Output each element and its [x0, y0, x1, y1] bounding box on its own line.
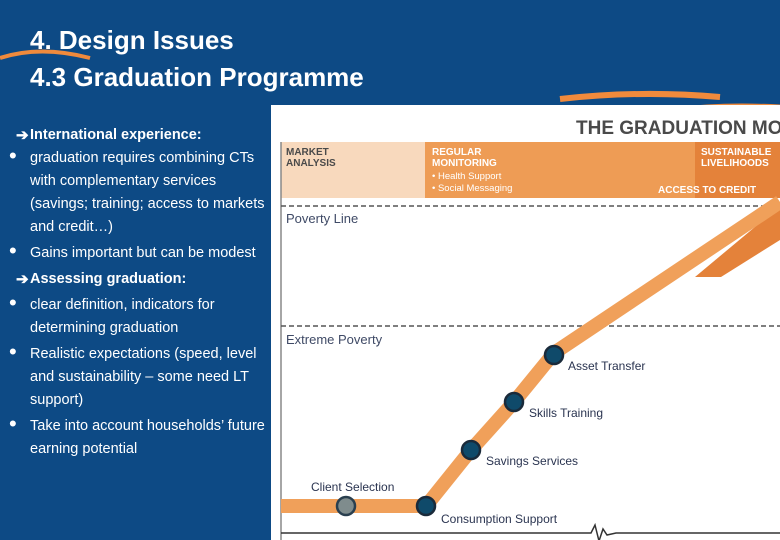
graduation-path: [281, 196, 780, 513]
heading-international-experience: ➔ International experience:: [4, 124, 272, 147]
decorative-orange-strokes: [0, 49, 780, 113]
sustainable-livelihoods-band: [695, 142, 780, 198]
consumption-support-node: [415, 495, 437, 517]
savings-services-label: Savings Services: [486, 454, 578, 468]
bullet-item: • Gains important but can be modest: [9, 238, 256, 263]
bottom-axis: [281, 522, 780, 540]
sustainable-livelihoods-label: SUSTAINABLE LIVELIHOODS: [701, 147, 774, 169]
arrow-icon: ➔: [16, 127, 29, 144]
poverty-line-label: Poverty Line: [286, 211, 358, 226]
bullet-item: • graduation requires combining CTs with…: [9, 143, 265, 235]
market-analysis-band: [281, 142, 425, 198]
consumption-support-label: Consumption Support: [441, 512, 558, 526]
asset-transfer-node: [543, 344, 565, 366]
regular-monitoring-band: [425, 142, 695, 198]
skills-training-label: Skills Training: [529, 406, 603, 420]
bullet-dot-icon: •: [9, 339, 17, 364]
client-selection-node: [335, 495, 357, 517]
bullet-list: ➔ International experience: • graduation…: [4, 124, 272, 461]
bullet-dot-icon: •: [9, 143, 17, 168]
arrow-icon: ➔: [16, 271, 29, 288]
access-to-credit-label: ACCESS TO CREDIT: [658, 185, 756, 196]
client-selection-label: Client Selection: [311, 480, 394, 494]
market-analysis-label: MARKET ANALYSIS: [286, 147, 336, 169]
asset-transfer-label: Asset Transfer: [568, 359, 645, 373]
skills-training-node: [503, 391, 525, 413]
regular-monitoring-label: REGULAR MONITORING: [432, 147, 497, 169]
bullet-item: • clear definition, indicators for deter…: [9, 290, 215, 336]
heading-assessing-graduation: ➔ Assessing graduation:: [4, 268, 272, 291]
monitoring-items: • Health Support • Social Messaging: [432, 171, 512, 194]
slide-subtitle: 4.3 Graduation Programme: [30, 62, 364, 92]
graduation-model-diagram: THE GRADUATION MODE MARKET ANALYSIS REGU…: [271, 105, 780, 540]
bullet-item: • Take into account households’ future e…: [9, 411, 265, 457]
extreme-poverty-label: Extreme Poverty: [286, 332, 383, 347]
diagram-title: THE GRADUATION MODE: [576, 118, 780, 139]
savings-services-node: [460, 439, 482, 461]
bullet-dot-icon: •: [9, 290, 17, 315]
bullet-dot-icon: •: [9, 238, 17, 263]
bullet-item: • Realistic expectations (speed, level a…: [9, 339, 257, 408]
slide-title: 4. Design Issues: [30, 25, 234, 55]
bullet-dot-icon: •: [9, 411, 17, 436]
